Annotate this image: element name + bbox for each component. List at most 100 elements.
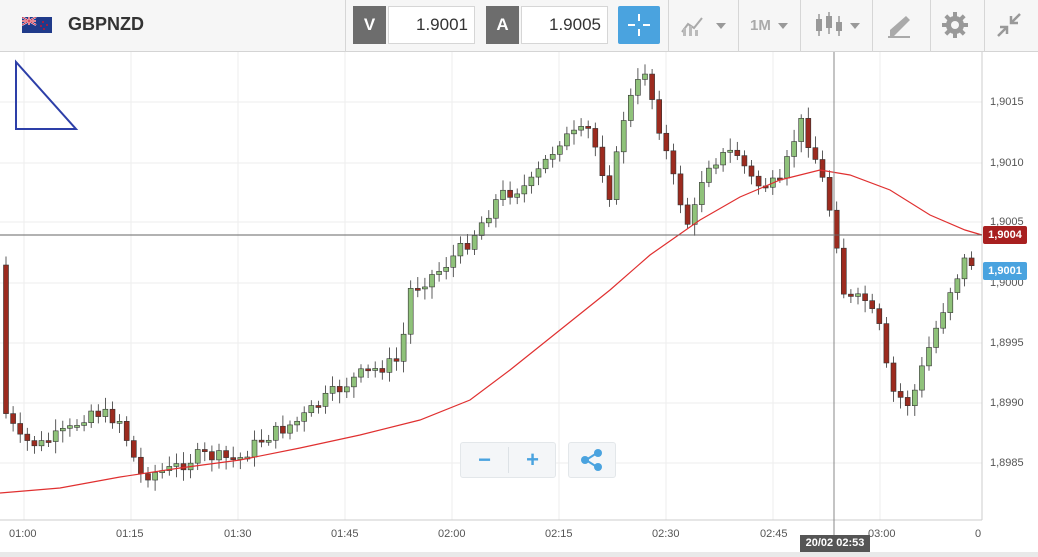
candle-body bbox=[514, 193, 521, 198]
candle-body bbox=[74, 425, 80, 428]
gear-icon bbox=[942, 12, 968, 38]
y-tick-label: 1,8995 bbox=[990, 337, 1024, 349]
candle-body bbox=[386, 358, 393, 373]
indicators-icon bbox=[681, 17, 703, 36]
crosshair-icon bbox=[628, 14, 650, 36]
candle-body bbox=[677, 173, 684, 206]
candle-body bbox=[571, 129, 577, 135]
candle-body bbox=[322, 392, 329, 407]
candle-body bbox=[840, 247, 847, 295]
crosshair-time-tag: 20/02 02:53 bbox=[800, 535, 870, 552]
zoom-in-button[interactable]: + bbox=[526, 447, 539, 472]
candle-body bbox=[393, 358, 400, 362]
candle-body bbox=[194, 449, 201, 464]
candle-body bbox=[315, 405, 322, 408]
candle-body bbox=[400, 333, 407, 362]
candle-body bbox=[947, 292, 954, 313]
triangle-drawing[interactable] bbox=[15, 59, 79, 130]
chart-type-button[interactable] bbox=[812, 6, 868, 44]
candle-body bbox=[848, 293, 854, 297]
candle-body bbox=[507, 189, 513, 198]
candle-body bbox=[365, 368, 371, 372]
indicators-button[interactable] bbox=[678, 6, 732, 44]
y-tick-label: 1,9010 bbox=[990, 157, 1024, 169]
candle-body bbox=[627, 94, 634, 121]
sell-button[interactable]: V bbox=[353, 6, 386, 44]
sell-price[interactable]: 1.9001 bbox=[388, 6, 475, 44]
candle-body bbox=[265, 439, 272, 443]
candle-body bbox=[862, 293, 868, 301]
candle-body bbox=[564, 133, 570, 147]
toolbar-divider bbox=[930, 0, 931, 52]
candle-body bbox=[578, 126, 584, 131]
zoom-out-button[interactable]: − bbox=[478, 447, 491, 472]
candle-body bbox=[649, 73, 655, 100]
y-tick-label: 1,9015 bbox=[990, 96, 1024, 108]
drawing-tools-button[interactable] bbox=[884, 6, 924, 44]
timeframe-selector[interactable]: 1M bbox=[750, 17, 771, 34]
candle-body bbox=[528, 176, 535, 187]
candle-body bbox=[216, 450, 222, 461]
collapse-button[interactable] bbox=[994, 6, 1028, 44]
candle-body bbox=[230, 457, 236, 460]
settings-button[interactable] bbox=[940, 6, 974, 44]
candle-body bbox=[755, 175, 762, 187]
candle-body bbox=[464, 243, 471, 250]
price-chart[interactable] bbox=[0, 52, 1038, 557]
candle-body bbox=[24, 433, 31, 441]
candle-body bbox=[727, 149, 734, 153]
toolbar-divider bbox=[800, 0, 801, 52]
candle-body bbox=[819, 159, 826, 178]
crosshair-button[interactable] bbox=[618, 6, 660, 44]
candle-body bbox=[961, 257, 968, 280]
x-tick-label: 0 bbox=[975, 528, 982, 540]
candle-body bbox=[592, 128, 599, 148]
candle-body bbox=[422, 286, 428, 290]
candle-body bbox=[429, 274, 435, 288]
candle-body bbox=[897, 391, 904, 398]
candle-body bbox=[691, 204, 698, 225]
candle-body bbox=[542, 158, 549, 170]
buy-price[interactable]: 1.9005 bbox=[521, 6, 608, 44]
x-tick-label: 01:00 bbox=[9, 528, 37, 540]
y-tick-label: 1,9000 bbox=[990, 277, 1024, 289]
candle-body bbox=[95, 410, 102, 417]
candle-body bbox=[791, 141, 797, 157]
buy-button[interactable]: A bbox=[486, 6, 519, 44]
candle-body bbox=[855, 293, 861, 297]
moving-average-line bbox=[0, 169, 983, 494]
y-tick-label: 1,8990 bbox=[990, 397, 1024, 409]
symbol-title: GBPNZD bbox=[68, 14, 144, 34]
candle-body bbox=[287, 424, 293, 434]
candle-body bbox=[109, 408, 116, 424]
candle-body bbox=[308, 405, 315, 414]
candle-body bbox=[805, 118, 812, 148]
candle-body bbox=[336, 386, 343, 393]
candle-body bbox=[734, 149, 741, 156]
candle-body bbox=[642, 73, 648, 80]
share-button[interactable] bbox=[568, 442, 616, 478]
candle-body bbox=[883, 323, 890, 364]
candle-body bbox=[684, 204, 691, 225]
toolbar-divider bbox=[872, 0, 873, 52]
drawing-tools-icon bbox=[888, 16, 910, 38]
candle-body bbox=[706, 167, 712, 183]
x-tick-label: 02:00 bbox=[438, 528, 466, 540]
candle-body bbox=[10, 413, 16, 424]
candle-body bbox=[450, 255, 457, 268]
candle-body bbox=[166, 466, 173, 471]
candle-body bbox=[890, 362, 897, 392]
chart-toolbar: GBPNZD V 1.9001 A 1.9005 1M bbox=[0, 0, 1038, 52]
y-tick-label: 1,8985 bbox=[990, 457, 1024, 469]
candle-body bbox=[272, 425, 279, 441]
x-tick-label: 02:30 bbox=[652, 528, 680, 540]
share-icon bbox=[581, 449, 602, 471]
candle-body bbox=[123, 421, 130, 441]
candle-body bbox=[798, 118, 805, 142]
candle-body bbox=[223, 450, 229, 458]
candle-body bbox=[407, 288, 414, 335]
candle-body bbox=[145, 473, 151, 481]
x-tick-label: 02:15 bbox=[545, 528, 573, 540]
x-tick-label: 03:00 bbox=[868, 528, 896, 540]
toolbar-divider bbox=[984, 0, 985, 52]
